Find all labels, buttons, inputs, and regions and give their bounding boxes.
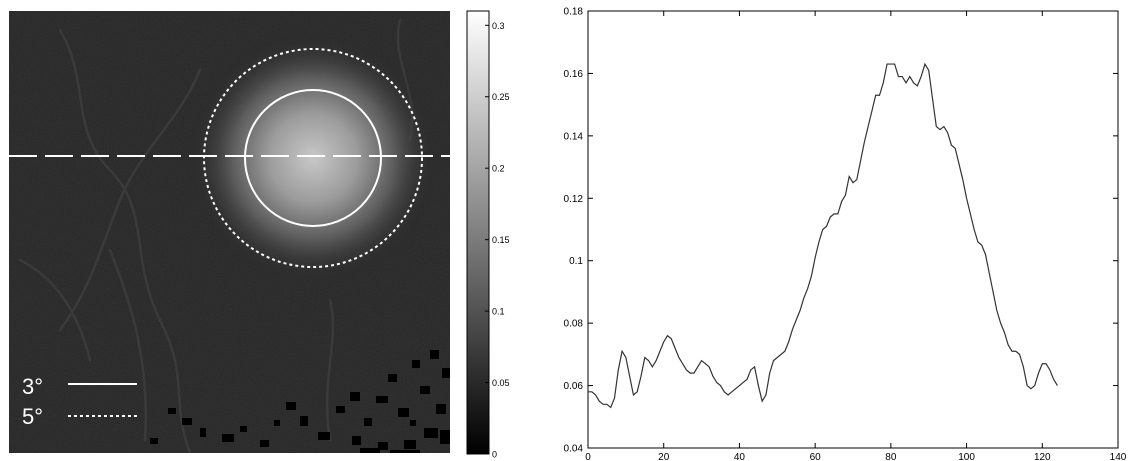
y-tick-label-7: 0.18 (564, 7, 584, 18)
vessel-3 (108, 248, 147, 442)
colorbar-tick-label-5: 0.25 (492, 92, 510, 102)
x-tick-label-5: 100 (958, 452, 975, 461)
x-tick-label-4: 80 (885, 452, 897, 461)
y-tick-label-3: 0.1 (569, 256, 583, 267)
colorbar-tick-label-6: 0.3 (492, 21, 505, 31)
line-plot: 0 20 40 60 80 100 120 140 0.040.060.080.10.120.… (564, 7, 1127, 461)
colorbar-tick-label-2: 0.1 (492, 307, 505, 317)
y-tick-label-0: 0.04 (564, 444, 584, 455)
colorbar-tick-label-0: 0 (492, 450, 497, 460)
x-axis-ticks: 0 20 40 60 80 100 120 140 (585, 11, 1127, 461)
circle-5deg (203, 48, 423, 268)
colorbar: 0 0.05 0.1 0.15 0.2 0.25 0.3 (466, 10, 510, 460)
vessel-5 (325, 298, 335, 442)
y-tick-label-6: 0.16 (564, 69, 584, 80)
vessel-1 (58, 28, 192, 453)
x-tick-label-1: 20 (658, 452, 670, 461)
vessel-2 (58, 68, 202, 332)
legend-label-3deg: 3° (22, 374, 43, 399)
fluorescence-spot (188, 33, 438, 283)
colorbar-tick-label-3: 0.15 (492, 235, 510, 245)
x-tick-label-3: 60 (810, 452, 822, 461)
y-axis-ticks: 0.04 0.06 0.08 0.1 0.12 0.14 0.16 0.18 (564, 7, 1118, 455)
legend-label-5deg: 5° (22, 404, 43, 429)
colorbar-tick-label-1: 0.05 (492, 378, 510, 388)
y-tick-label-1: 0.06 (564, 381, 584, 392)
retinal-vessels (18, 18, 414, 453)
x-tick-label-7: 140 (1110, 452, 1127, 461)
plot-frame (587, 10, 1119, 449)
colorbar-ticks: 0 0.05 0.1 0.15 0.2 0.25 0.3 (485, 21, 510, 460)
y-tick-label-5: 0.14 (564, 131, 584, 142)
dark-speckle-region (150, 350, 450, 453)
colorbar-gradient (466, 10, 490, 455)
x-tick-label-2: 40 (734, 452, 746, 461)
y-tick-label-4: 0.12 (564, 194, 584, 205)
heatmap-legend: 3° 5° (22, 374, 137, 429)
circle-3deg (244, 89, 382, 227)
heatmap-panel (9, 11, 450, 453)
x-tick-label-6: 120 (1034, 452, 1051, 461)
colorbar-tick-label-4: 0.2 (492, 164, 505, 174)
vessel-4 (18, 258, 92, 362)
profile-series-line (588, 62, 1058, 409)
x-tick-label-0: 0 (585, 452, 591, 461)
y-tick-label-2: 0.08 (564, 319, 584, 330)
